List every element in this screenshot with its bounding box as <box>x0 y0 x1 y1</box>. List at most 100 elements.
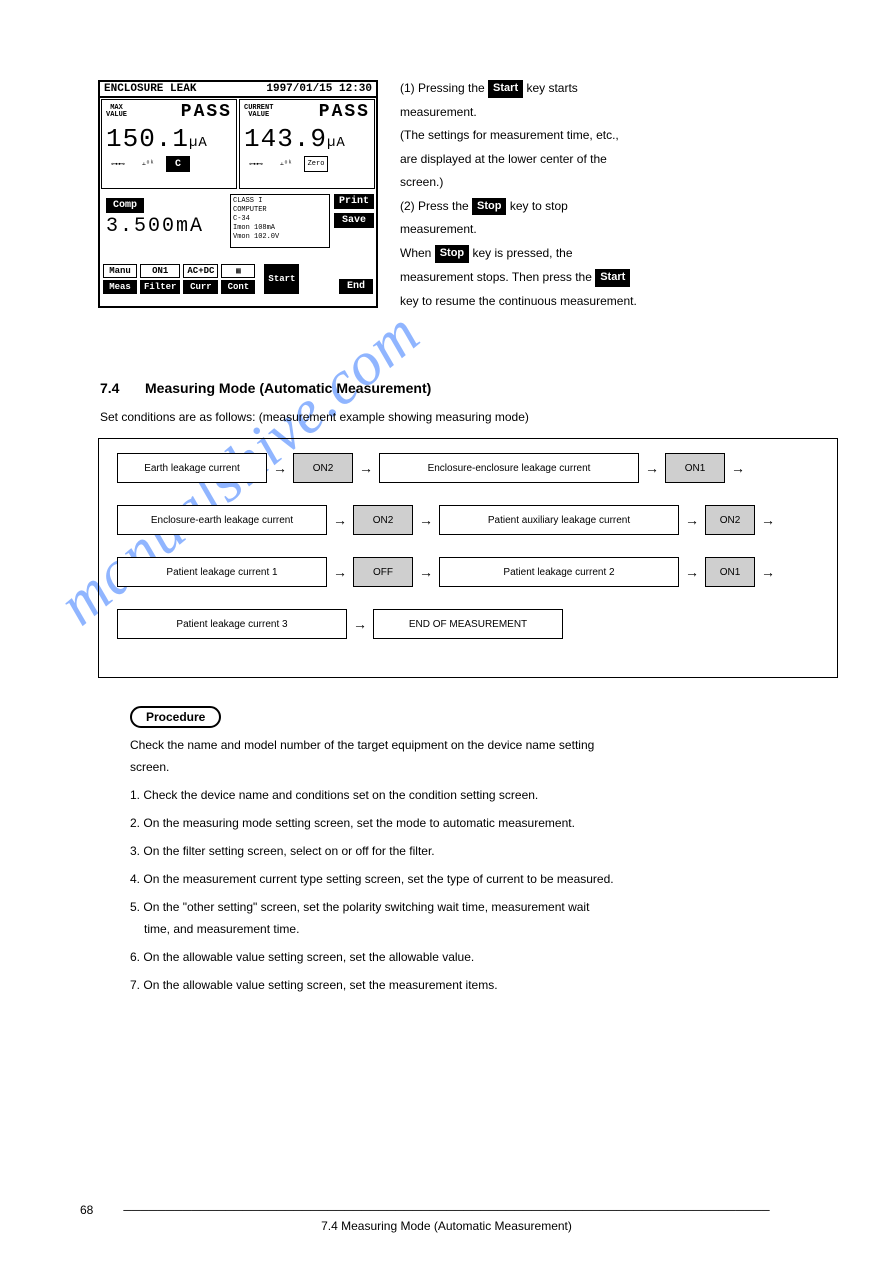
arrow-icon: → <box>639 460 665 476</box>
circuit-icon-1: ⊶⊷ <box>106 156 130 172</box>
circuit-icon-2: ⫠ᵒᵏ <box>136 156 160 172</box>
arrow-icon: → <box>267 460 293 476</box>
arrow-icon: → <box>327 512 353 528</box>
proc-s6a: 6. <box>130 950 140 964</box>
circuit-icon-4: ⫠ᵒᵏ <box>274 156 298 172</box>
rp7: measurement. <box>400 221 840 238</box>
info-line-2: C-34 <box>233 215 327 224</box>
filter-button[interactable]: Filter <box>140 280 180 294</box>
save-button[interactable]: Save <box>334 213 374 228</box>
proc-s1a: 1. <box>130 788 140 802</box>
end-button[interactable]: End <box>339 279 373 294</box>
max-unit: µA <box>189 135 208 151</box>
max-status: PASS <box>181 102 232 122</box>
proc-s3a: 3. <box>130 844 140 858</box>
rp4: are displayed at the lower center of the <box>400 151 840 168</box>
section-subtitle: Set conditions are as follows: (measurem… <box>100 410 529 424</box>
proc-s5b: time, and measurement time. <box>144 920 830 938</box>
rp9a: measurement stops. Then press the <box>400 270 595 284</box>
section-title: Measuring Mode (Automatic Measurement) <box>145 380 431 396</box>
comp-value: 3.500mA <box>106 215 222 238</box>
proc-s2a: 2. <box>130 816 140 830</box>
procedure-block: Procedure Check the name and model numbe… <box>130 706 830 998</box>
lcd-title: ENCLOSURE LEAK <box>104 83 196 95</box>
meas-button[interactable]: Meas <box>103 280 137 294</box>
flow-box-earth-leak: Earth leakage current <box>117 453 267 483</box>
proc-s1: Check the device name and conditions set… <box>143 788 538 802</box>
info-line-3: Imon 108mA <box>233 224 327 233</box>
flow-box-patient-aux: Patient auxiliary leakage current <box>439 505 679 535</box>
info-line-4: Vmon 102.0V <box>233 233 327 242</box>
comp-button[interactable]: Comp <box>106 198 144 213</box>
lcd-datetime: 1997/01/15 12:30 <box>266 83 372 95</box>
info-line-1: COMPUTER <box>233 206 327 215</box>
rp10: key to resume the continuous measurement… <box>400 293 840 310</box>
flow-box-patient-2: Patient leakage current 2 <box>439 557 679 587</box>
flow-box-patient-1: Patient leakage current 1 <box>117 557 327 587</box>
current-status: PASS <box>319 102 370 122</box>
current-value-panel: CURRENT VALUE PASS 143.9µA ⊶⊷ ⫠ᵒᵏ Zero <box>239 99 375 189</box>
proc-l1: Check the name and model number of the t… <box>130 736 830 754</box>
flow-box-end: END OF MEASUREMENT <box>373 609 563 639</box>
footer-rule: ────────────────────────────────────────… <box>0 1203 893 1217</box>
current-unit: µA <box>327 135 346 151</box>
arrow-icon: → <box>755 564 781 580</box>
info-line-0: CLASS I <box>233 197 327 206</box>
rp3: (The settings for measurement time, etc.… <box>400 127 840 144</box>
flow-box-on1-2: ON1 <box>705 557 755 587</box>
lcd-start-button[interactable]: Start <box>264 264 299 294</box>
print-button[interactable]: Print <box>334 194 374 209</box>
rp1b: key starts <box>523 81 578 95</box>
flow-box-encl-encl: Enclosure-enclosure leakage current <box>379 453 639 483</box>
cont-button[interactable]: Cont <box>221 280 255 294</box>
flow-row-2: Enclosure-earth leakage current → ON2 → … <box>117 505 819 535</box>
curr-button[interactable]: Curr <box>183 280 218 294</box>
circuit-icon-3: ⊶⊷ <box>244 156 268 172</box>
lcd-screenshot: ENCLOSURE LEAK 1997/01/15 12:30 MAX VALU… <box>98 80 378 308</box>
start-key-ref-1: Start <box>488 80 523 98</box>
rp8b: key is pressed, the <box>469 246 572 260</box>
proc-l2: screen. <box>130 758 830 776</box>
stop-key-ref-2: Stop <box>435 245 469 263</box>
proc-s4a: 4. <box>130 872 140 886</box>
c-indicator-icon: C <box>166 156 190 172</box>
rp5: screen.) <box>400 174 840 191</box>
max-label-bot: VALUE <box>106 112 127 119</box>
flow-box-off: OFF <box>353 557 413 587</box>
proc-s7a: 7. <box>130 978 140 992</box>
manu-button[interactable]: Manu <box>103 264 137 278</box>
proc-s5a: 5. <box>130 900 140 914</box>
info-box: CLASS I COMPUTER C-34 Imon 108mA Vmon 10… <box>230 194 330 248</box>
flow-box-on1-1: ON1 <box>665 453 725 483</box>
flow-box-on2-1: ON2 <box>293 453 353 483</box>
start-key-ref-2: Start <box>595 269 630 287</box>
graphic-icon: ▦ <box>221 264 255 278</box>
flowchart: Earth leakage current → ON2 → Enclosure-… <box>98 438 838 678</box>
rp6b: key to stop <box>506 199 567 213</box>
flow-box-patient-3: Patient leakage current 3 <box>117 609 347 639</box>
arrow-icon: → <box>755 512 781 528</box>
current-value: 143.9 <box>244 124 327 154</box>
proc-s2: On the measuring mode setting screen, se… <box>143 816 575 830</box>
proc-s5: On the "other setting" screen, set the p… <box>143 900 589 914</box>
flow-row-1: Earth leakage current → ON2 → Enclosure-… <box>117 453 819 483</box>
stop-key-ref-1: Stop <box>472 198 506 216</box>
arrow-icon: → <box>347 616 373 632</box>
proc-s6: On the allowable value setting screen, s… <box>143 950 474 964</box>
rp6a: (2) Press the <box>400 199 472 213</box>
section-number: 7.4 <box>100 380 119 396</box>
arrow-icon: → <box>413 564 439 580</box>
rp2: measurement. <box>400 104 840 121</box>
procedure-pill: Procedure <box>130 706 221 728</box>
max-value: 150.1 <box>106 124 189 154</box>
arrow-icon: → <box>353 460 379 476</box>
current-label-bot: VALUE <box>244 112 273 119</box>
proc-s4: On the measurement current type setting … <box>143 872 613 886</box>
instruction-text: (1) Pressing the Start key starts measur… <box>400 80 840 316</box>
zero-button[interactable]: Zero <box>304 156 328 172</box>
footer-chapter: 7.4 Measuring Mode (Automatic Measuremen… <box>0 1219 893 1233</box>
acdc-button[interactable]: AC+DC <box>183 264 218 278</box>
rp1a: (1) Pressing the <box>400 81 488 95</box>
on1-button[interactable]: ON1 <box>140 264 180 278</box>
arrow-icon: → <box>679 564 705 580</box>
